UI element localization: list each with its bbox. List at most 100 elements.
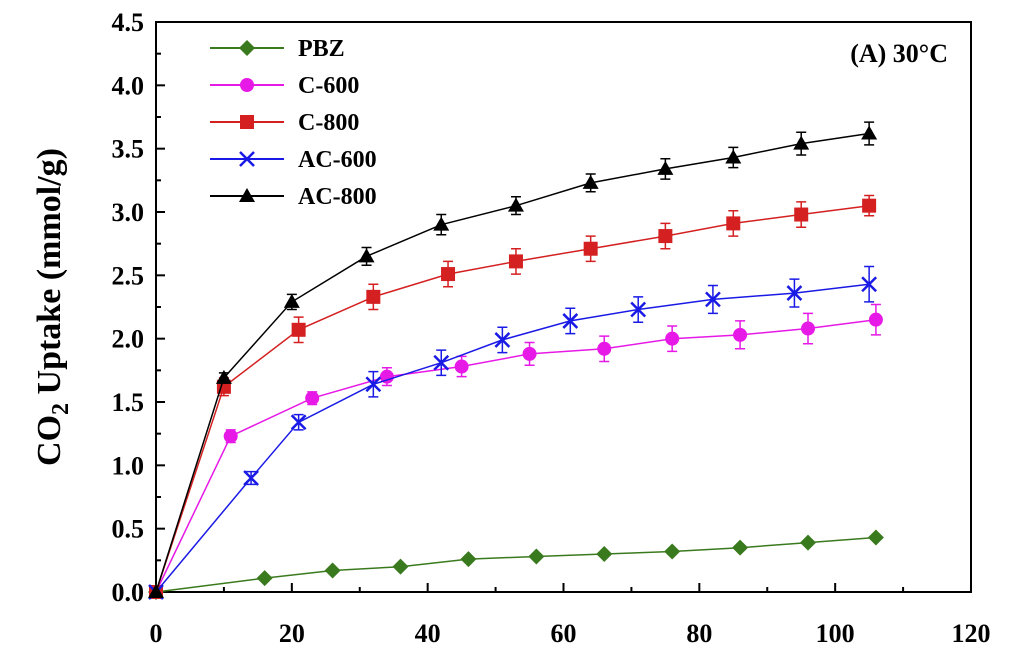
legend-label: AC-800 — [298, 184, 377, 210]
y-tick-label: 0.0 — [112, 578, 145, 607]
data-point — [223, 429, 238, 444]
data-point — [793, 135, 810, 150]
data-point — [801, 321, 815, 336]
legend-item-pbz: PBZ — [210, 36, 345, 62]
data-point — [305, 391, 320, 406]
data-point — [243, 470, 259, 486]
data-point — [392, 558, 409, 575]
y-tick-label: 1.5 — [112, 388, 145, 417]
legend-label: AC-600 — [298, 147, 377, 173]
data-point — [522, 346, 537, 361]
x-tick-label: 120 — [952, 619, 991, 648]
series-ac-600 — [148, 265, 878, 600]
legend-label: PBZ — [298, 36, 345, 62]
series-pbz — [148, 529, 884, 600]
data-point — [868, 312, 883, 327]
x-tick-label: 80 — [686, 619, 712, 648]
y-tick-label: 2.5 — [112, 261, 145, 290]
data-point — [582, 174, 599, 189]
legend: PBZ C-600 C-800 AC-600 AC-800 — [210, 36, 377, 210]
y-axis-title-rest: Uptake (mmol/g) — [31, 148, 68, 403]
legend-marker — [240, 78, 254, 92]
y-axis-title-subscript: 2 — [48, 403, 74, 415]
data-point — [583, 241, 598, 256]
data-point — [441, 267, 456, 282]
legend-marker — [239, 151, 255, 167]
legend-item-c-600: C-600 — [210, 73, 359, 99]
series-c-600 — [149, 303, 883, 599]
data-point — [366, 289, 381, 304]
data-point — [148, 584, 164, 598]
data-point — [800, 534, 816, 551]
y-axis-title: CO2 Uptake (mmol/g) — [31, 148, 74, 466]
series-layer — [148, 121, 884, 600]
x-tick-label: 0 — [150, 619, 163, 648]
data-point — [630, 301, 647, 318]
plot-frame — [155, 21, 972, 593]
data-point — [861, 125, 878, 140]
data-point — [732, 539, 749, 556]
series-c-800 — [149, 194, 877, 599]
data-point — [507, 197, 524, 212]
y-axis: 0.0 0.5 1.0 1.5 2.0 2.5 3.0 3.5 4.0 4.5 — [112, 8, 165, 607]
data-point — [379, 369, 394, 384]
data-point — [433, 354, 450, 371]
data-point — [283, 293, 300, 308]
legend-item-ac-600: AC-600 — [210, 147, 377, 173]
data-point — [454, 359, 469, 374]
data-point — [324, 562, 341, 579]
data-point — [705, 291, 721, 308]
data-point — [508, 254, 523, 269]
series-line — [155, 132, 870, 593]
data-point — [562, 313, 579, 329]
x-tick-label: 20 — [279, 619, 305, 648]
data-point — [365, 376, 382, 393]
legend-item-c-800: C-800 — [210, 110, 359, 136]
data-point — [726, 216, 741, 231]
data-point — [725, 149, 742, 164]
data-point — [786, 285, 803, 301]
series-line — [155, 318, 876, 593]
data-point — [597, 341, 612, 356]
data-point — [256, 570, 273, 587]
legend-label: C-600 — [298, 73, 359, 99]
x-axis: 0 20 40 60 80 100 120 — [150, 583, 991, 648]
y-axis-title-main: CO — [31, 415, 68, 466]
y-tick-label: 3.5 — [112, 135, 145, 164]
data-point — [861, 276, 878, 293]
data-point — [733, 327, 748, 342]
data-point — [862, 198, 877, 213]
x-tick-label: 100 — [816, 619, 855, 648]
data-point — [658, 229, 673, 244]
data-point — [433, 216, 450, 231]
data-point — [528, 548, 545, 565]
legend-label: C-800 — [298, 110, 359, 136]
y-tick-label: 3.0 — [112, 198, 145, 227]
data-point — [358, 248, 375, 263]
y-tick-label: 1.0 — [112, 451, 145, 480]
data-point — [657, 160, 674, 175]
x-tick-label: 40 — [415, 619, 441, 648]
data-point — [215, 369, 232, 384]
legend-item-ac-800: AC-800 — [210, 184, 377, 210]
data-point — [460, 551, 477, 568]
y-tick-label: 2.0 — [112, 325, 145, 354]
chart-annotation: (A) 30°C — [850, 39, 948, 68]
legend-marker — [239, 40, 255, 56]
y-tick-label: 4.5 — [112, 8, 145, 37]
data-point — [596, 546, 613, 562]
y-tick-label: 4.0 — [112, 71, 145, 100]
data-point — [291, 322, 306, 337]
y-tick-label: 0.5 — [112, 515, 145, 544]
data-point — [494, 332, 511, 348]
legend-marker — [239, 188, 255, 202]
data-point — [290, 414, 307, 431]
x-tick-label: 60 — [551, 619, 577, 648]
series-ac-800 — [148, 121, 878, 598]
data-point — [794, 207, 809, 222]
data-point — [867, 529, 884, 546]
data-point — [664, 543, 681, 560]
legend-marker — [240, 115, 254, 129]
data-point — [665, 331, 680, 346]
